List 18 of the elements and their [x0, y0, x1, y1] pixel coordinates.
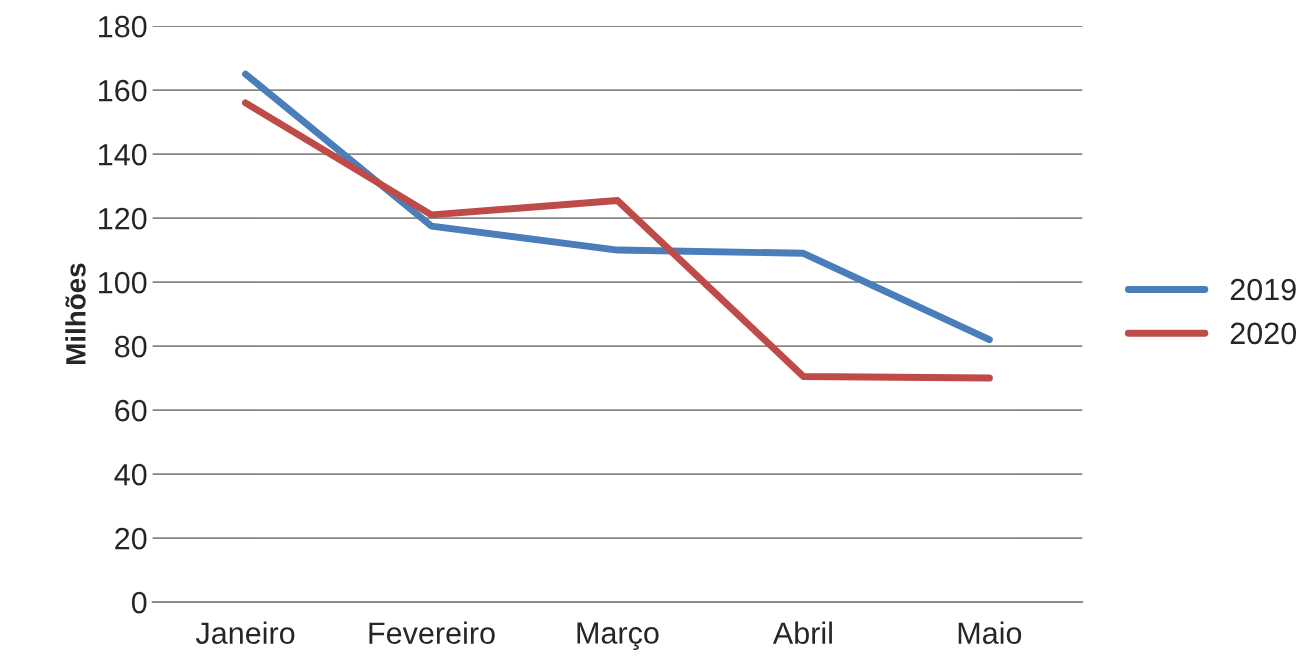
x-tick-label: Fevereiro [369, 621, 495, 644]
y-tick-label: 20 [115, 527, 147, 550]
y-axis-title: Milhões [65, 263, 86, 364]
legend-label: 2020 [1230, 322, 1297, 345]
x-tick-label: Maio [958, 621, 1022, 644]
y-tick-label: 0 [131, 591, 147, 614]
y-tick-label: 140 [99, 143, 147, 166]
y-tick-label: 40 [114, 463, 147, 486]
legend-label: 2019 [1230, 278, 1296, 301]
x-tick-label: Março [577, 622, 659, 651]
y-tick-label: 100 [99, 271, 147, 294]
x-tick-label: Janeiro [195, 621, 295, 644]
y-tick-label: 60 [115, 399, 147, 422]
y-tick-label: 80 [115, 335, 147, 358]
y-tick-label: 160 [99, 79, 147, 102]
x-tick-label: Abril [772, 621, 832, 644]
y-tick-label: 120 [99, 207, 147, 230]
y-tick-label: 180 [99, 15, 147, 38]
